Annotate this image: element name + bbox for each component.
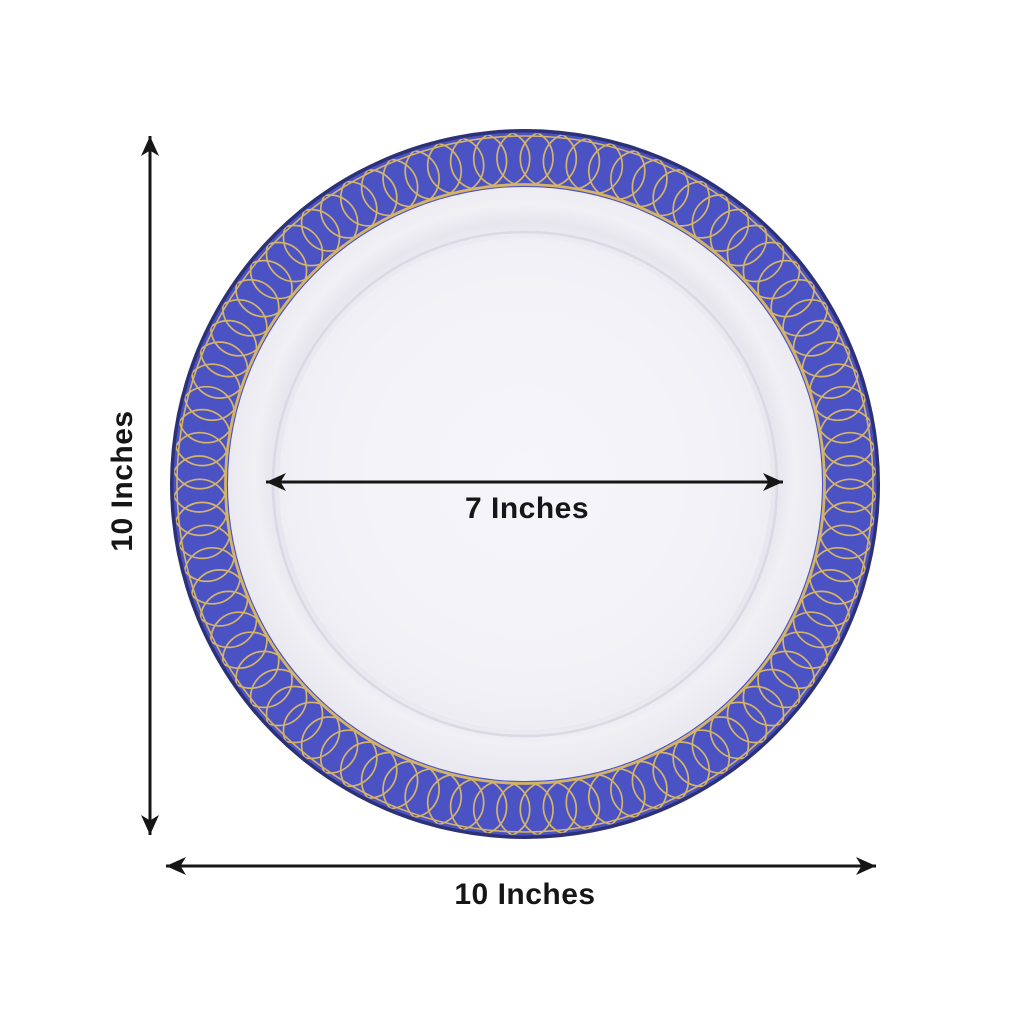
plate-inner-gold-line xyxy=(224,183,826,785)
width-dimension-label: 10 Inches xyxy=(454,878,596,911)
plate-inner-well xyxy=(279,238,771,730)
plate-icon xyxy=(170,129,880,839)
height-dimension-label: 10 Inches xyxy=(106,410,139,552)
dimension-arrows xyxy=(141,136,876,875)
plate-outer-gold-pinstripe xyxy=(176,135,874,833)
inner-diameter-dimension-label: 7 Inches xyxy=(464,492,590,525)
